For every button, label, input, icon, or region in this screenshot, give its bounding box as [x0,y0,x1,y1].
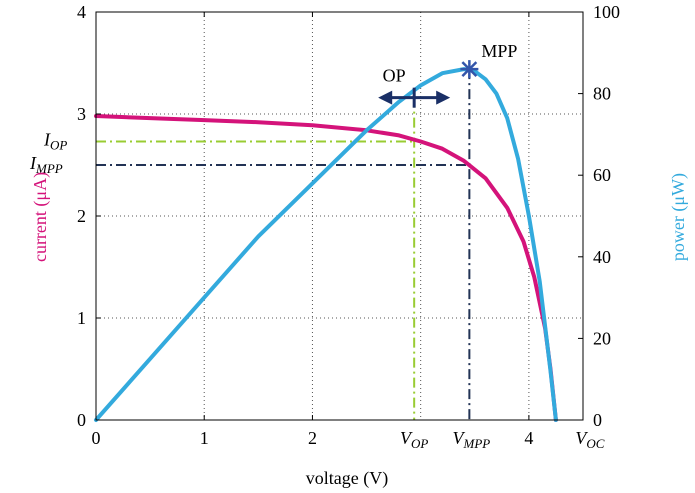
y-left-tick-label: 0 [77,410,86,430]
y-right-tick-label: 0 [593,410,602,430]
current-curve [94,114,558,422]
y-right-tick-label: 100 [593,2,620,22]
i-mpp-label: IMPP [29,153,63,176]
y-left-tick-label: 1 [77,308,86,328]
v-op-label: VOP [400,428,428,451]
y-right-tick-label: 60 [593,165,611,185]
y-right-tick-label: 80 [593,84,611,104]
x-tick-label: 2 [308,428,317,448]
y-left-tick-label: 2 [77,206,86,226]
x-axis-label: voltage (V) [306,468,388,489]
power-curve [94,67,558,422]
x-tick-label: 1 [200,428,209,448]
y-right-tick-label: 40 [593,247,611,267]
y-left-tick-label: 4 [77,2,86,22]
series-layer [94,67,558,422]
v-oc-label: VOC [575,428,604,451]
guide-lines [96,69,471,420]
i-op-label: IOP [43,130,67,153]
x-tick-label: 4 [524,428,533,448]
x-tick-label: 0 [92,428,101,448]
y-left-tick-label: 3 [77,104,86,124]
v-mpp-label: VMPP [453,428,491,451]
mpp-label: MPP [481,41,517,61]
op-label: OP [383,66,406,86]
y-axis-left-label: current (μA) [30,172,51,262]
y-axis-right-label: power (μW) [668,173,689,261]
op-arrow-left [378,90,393,105]
op-arrow-right [436,90,451,105]
y-right-tick-label: 20 [593,328,611,348]
